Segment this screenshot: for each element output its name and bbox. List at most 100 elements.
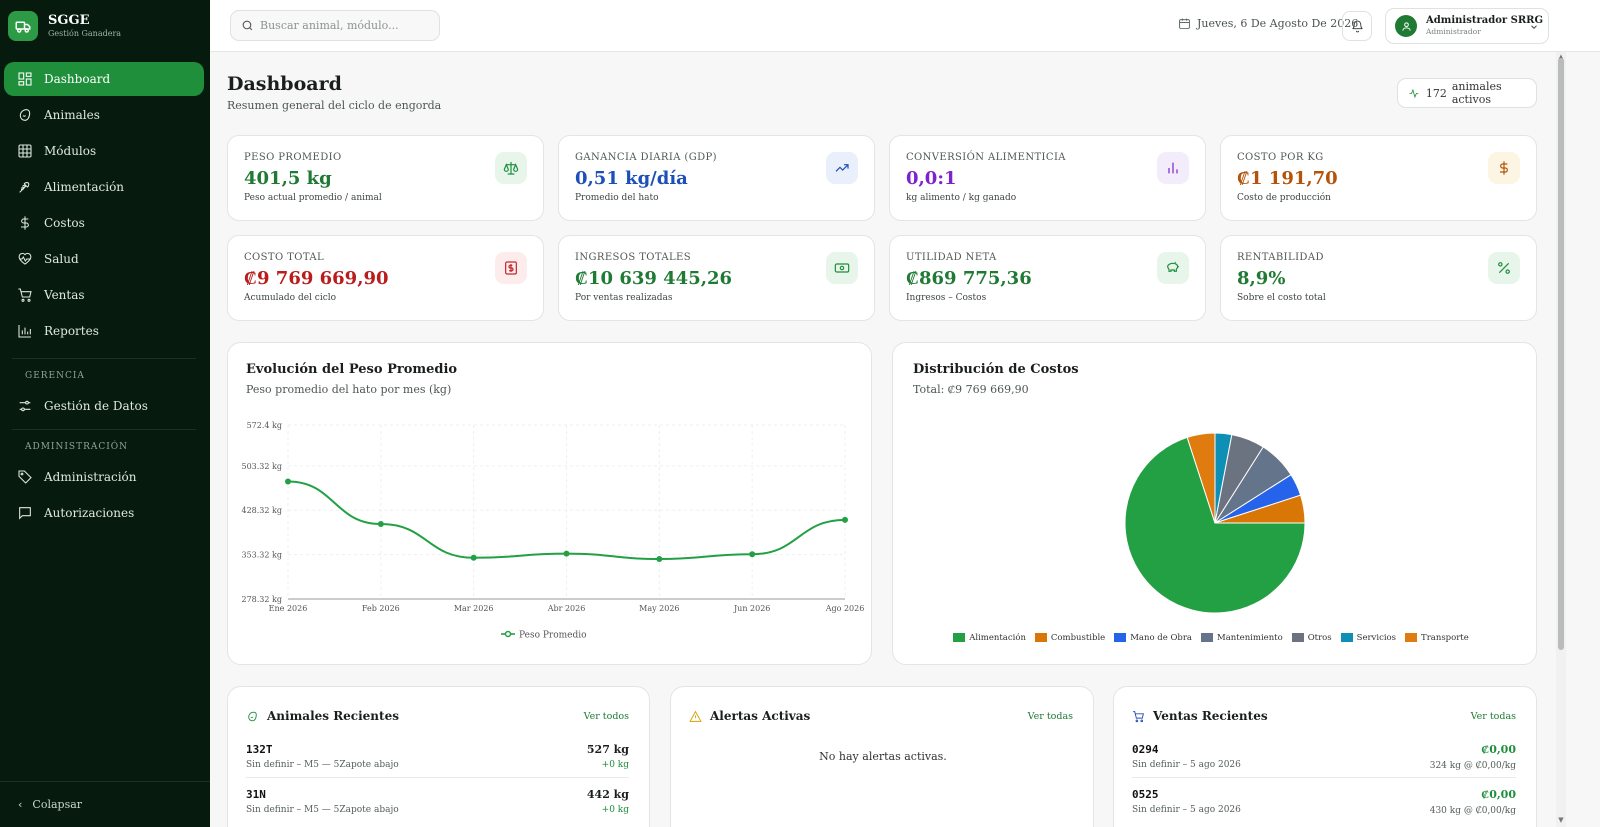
see-all-animals-link[interactable]: Ver todos [583,711,629,722]
cost-chart-subtitle: Total: ₡9 769 669,90 [913,383,1029,396]
sale-desc: Sin definir – 5 ago 2026 [1132,760,1241,770]
nav-label: Módulos [44,144,97,158]
legend-item[interactable]: Transporte [1405,633,1469,643]
sale-id: 0525 [1132,788,1159,801]
x-tick-label: Jun 2026 [733,604,770,613]
scale-icon [495,152,527,184]
nav-label: Alimentación [44,180,125,194]
brand-name: SGGE [48,12,90,28]
nav-item-dashboard[interactable]: Dashboard [4,62,204,96]
alerts-empty-message: No hay alertas activas. [819,750,947,763]
nav-item-reportes[interactable]: Reportes [4,314,204,348]
x-tick-label: May 2026 [639,604,679,613]
nav-label: Costos [44,216,85,230]
message-icon [16,504,34,522]
legend-label: Alimentación [969,632,1026,643]
legend-item[interactable]: Mantenimiento [1201,633,1283,643]
legend-item[interactable]: Alimentación [953,633,1026,643]
legend-label: Combustible [1050,632,1106,643]
legend-item[interactable]: Combustible [1034,632,1106,643]
x-tick-label: Feb 2026 [362,604,400,613]
nav-label: Reportes [44,324,99,338]
calendar-icon [1179,18,1190,29]
kpi-value: 8,9% [1237,268,1286,289]
tag-icon [16,468,34,486]
nav-section-gerencia: GERENCIA [12,358,196,389]
recent-sales-title: Ventas Recientes [1153,709,1268,723]
collapse-sidebar-button[interactable]: ‹ Colapsar [0,781,210,827]
kpi-card-rentabilidad: RENTABILIDAD 8,9% Sobre el costo total [1220,235,1537,321]
search-icon [242,20,253,31]
nav-item-costos[interactable]: Costos [4,206,204,240]
kpi-label: COSTO POR KG [1237,152,1324,163]
list-item[interactable]: 0294 Sin definir – 5 ago 2026 ₡0,00 324 … [1132,743,1516,783]
dollar-icon [1488,152,1520,184]
cost-chart-title: Distribución de Costos [913,362,1079,377]
data-point [377,521,384,528]
cost-chart-card: Distribución de Costos Total: ₡9 769 669… [892,342,1537,665]
legend-item[interactable]: Mano de Obra [1114,633,1192,643]
sidebar: SGGE Gestión Ganadera Dashboard Animales… [0,0,210,827]
user-menu-button[interactable]: Administrador SRRG Administrador [1385,8,1549,44]
nav-item-administracion[interactable]: Administración [4,460,204,494]
grid-icon [16,70,34,88]
kpi-sub: Sobre el costo total [1237,293,1326,303]
nav-item-modulos[interactable]: Módulos [4,134,204,168]
nav-item-gestion-datos[interactable]: Gestión de Datos [4,389,204,423]
sale-id: 0294 [1132,743,1159,756]
x-tick-label: Mar 2026 [454,604,494,613]
nav-item-alimentacion[interactable]: Alimentación [4,170,204,204]
page-title: Dashboard [227,73,342,95]
see-all-sales-link[interactable]: Ver todas [1470,711,1516,722]
scroll-up-arrow-icon[interactable]: ▲ [1558,53,1564,61]
nav-item-salud[interactable]: Salud [4,242,204,276]
list-item[interactable]: 31N Sin definir – M5 — 5Zapote abajo 442… [246,788,629,827]
nav-item-autorizaciones[interactable]: Autorizaciones [4,496,204,530]
animal-desc: Sin definir – M5 — 5Zapote abajo [246,805,399,815]
kpi-value: 0,0:1 [906,168,957,189]
chevron-left-icon: ‹ [18,798,23,811]
collapse-label: Colapsar [32,798,83,811]
legend-item[interactable]: Servicios [1340,633,1396,643]
kpi-sub: Por ventas realizadas [575,293,673,303]
percent-icon [1488,252,1520,284]
bar-chart-icon [1157,152,1189,184]
nav-item-ventas[interactable]: Ventas [4,278,204,312]
cart-icon [16,286,34,304]
kpi-label: INGRESOS TOTALES [575,252,691,263]
main-nav: Dashboard Animales Módulos Alimentación … [0,52,210,530]
nav-label: Dashboard [44,72,111,86]
list-item[interactable]: 132T Sin definir – M5 — 5Zapote abajo 52… [246,743,629,783]
legend-item[interactable]: Otros [1291,633,1332,643]
animal-id: 31N [246,788,266,801]
kpi-sub: Ingresos – Costos [906,293,987,303]
weight-chart-card: Evolución del Peso Promedio Peso promedi… [227,342,872,665]
recent-sales-card: Ventas Recientes Ver todas 0294 Sin defi… [1113,686,1537,827]
pie-slice-combustible [1214,494,1306,524]
nav-label: Salud [44,252,79,266]
kpi-card-costo-total: COSTO TOTAL ₡9 769 669,90 Acumulado del … [227,235,544,321]
kpi-value: ₡869 775,36 [906,268,1032,289]
scrollbar-thumb[interactable] [1558,58,1564,650]
legend-swatch [1034,633,1047,642]
list-item[interactable]: 0525 Sin definir – 5 ago 2026 ₡0,00 430 … [1132,788,1516,827]
brand: SGGE Gestión Ganadera [0,0,210,52]
search-input[interactable] [260,19,430,32]
nav-label: Animales [44,108,100,122]
page-subtitle: Resumen general del ciclo de engorda [227,99,442,112]
kpi-card-peso-promedio: PESO PROMEDIO 401,5 kg Peso actual prome… [227,135,544,221]
scroll-down-arrow-icon[interactable]: ▼ [1558,816,1564,824]
kpi-sub: Peso actual promedio / animal [244,193,382,203]
sale-desc: Sin definir – 5 ago 2026 [1132,805,1241,815]
kpi-value: 401,5 kg [244,168,332,189]
nav-item-animales[interactable]: Animales [4,98,204,132]
data-point [656,555,663,562]
kpi-value: ₡1 191,70 [1237,168,1338,189]
avatar [1395,15,1417,37]
kpi-sub: Promedio del hato [575,193,659,203]
notifications-button[interactable] [1342,11,1372,41]
y-tick-label: 572.4 kg [247,421,282,430]
legend-label: Transporte [1421,632,1469,643]
kpi-card-costo-kg: COSTO POR KG ₡1 191,70 Costo de producci… [1220,135,1537,221]
see-all-alerts-link[interactable]: Ver todas [1027,711,1073,722]
